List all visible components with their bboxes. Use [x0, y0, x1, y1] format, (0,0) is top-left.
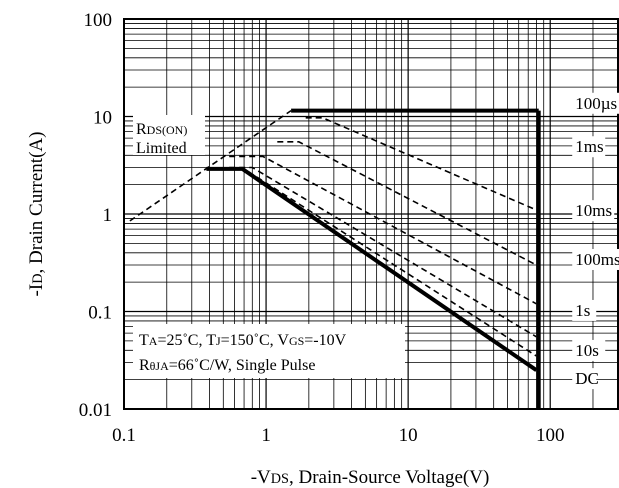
x-tick-label: 1 [261, 425, 271, 446]
series-line-100ms [229, 155, 537, 305]
rds-label-sub: DS(ON) [147, 123, 188, 137]
series-line-rds-on-limited [129, 109, 292, 222]
condition-text: =25˚C, T [157, 332, 216, 349]
y-tick-labels: 0.01 0.1 1 10 100 [79, 10, 112, 421]
subscript-text: GS [289, 334, 304, 348]
curve-labels: 100µs 1ms 10ms 100ms 1s 10s DC [572, 92, 619, 390]
y-axis-label: -ID, Drain Current(A) [26, 132, 47, 297]
conditions-box [133, 324, 405, 378]
y-tick-label: 10 [93, 108, 112, 129]
x-tick-label: 100 [536, 425, 565, 446]
curve-label: 10ms [575, 201, 612, 220]
series-line-10ms [277, 141, 537, 266]
condition-text: =-10V [304, 332, 346, 349]
curve-label-bg [572, 200, 615, 222]
y-axis-label-suffix: , Drain Current(A) [26, 132, 47, 274]
x-axis-label: -VDS, Drain-Source Voltage(V) [251, 467, 490, 488]
curve-label: DC [575, 369, 599, 388]
curve-label-bg [572, 248, 619, 270]
x-tick-label: 10 [399, 425, 418, 446]
curve-label: 1ms [575, 137, 603, 156]
curve-label-bg [572, 299, 597, 321]
x-axis-label-suffix: , Drain-Source Voltage(V) [289, 467, 489, 488]
curve-label-bg [572, 368, 597, 390]
condition-text: =150˚C, V [221, 332, 290, 349]
condition-text: R [139, 357, 150, 374]
rds-label-line2: Limited [136, 140, 187, 157]
rds-label-line1: RDS(ON) [136, 121, 187, 138]
x-axis-label-prefix: -V [251, 467, 271, 488]
series-line-1ms [305, 117, 537, 211]
curve-label: 100ms [575, 250, 619, 269]
series-line-dc [206, 166, 538, 372]
condition-text: T [139, 332, 149, 349]
curve-label: 1s [575, 301, 590, 320]
y-axis-label-sub: D [30, 273, 46, 283]
conditions-line2: RθJA=66˚C/W, Single Pulse [139, 357, 315, 374]
condition-text: =66˚C/W, Single Pulse [169, 357, 316, 374]
conditions-line1: TA=25˚C, TJ=150˚C, VGS=-10V [139, 332, 347, 349]
curve-label: 100µs [575, 94, 617, 113]
series-line-1s [229, 166, 537, 338]
subscript-text: θJA [150, 359, 169, 373]
subscript-text: J [216, 334, 221, 348]
x-tick-labels: 0.1 1 10 100 [112, 425, 564, 446]
y-tick-label: 0.01 [79, 400, 112, 421]
curve-label: 10s [575, 341, 599, 360]
curve-label-bg [572, 92, 619, 114]
y-tick-label: 0.1 [88, 303, 112, 324]
plot-frame [123, 18, 619, 410]
rds-label-prefix: R [136, 121, 147, 138]
x-axis-label-sub: DS [271, 471, 289, 487]
series-lines [129, 108, 541, 409]
subscript-text: A [149, 334, 158, 348]
y-axis-label-prefix: -I [26, 284, 47, 297]
y-tick-label: 100 [84, 10, 113, 31]
curve-label-bg [572, 136, 606, 158]
y-tick-label: 1 [103, 205, 113, 226]
x-tick-label: 0.1 [112, 425, 136, 446]
curve-label-bg [572, 339, 606, 361]
rds-label-box [133, 115, 205, 155]
